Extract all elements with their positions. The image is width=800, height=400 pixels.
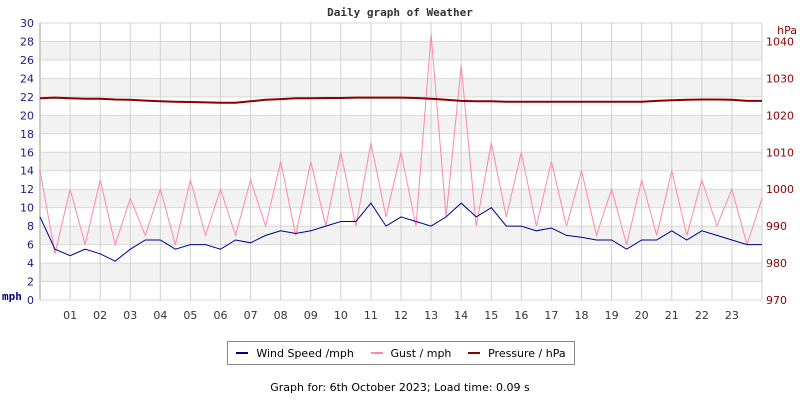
left-tick-label: 26	[20, 54, 34, 67]
left-tick-label: 6	[27, 239, 34, 252]
legend-swatch-pressure	[468, 352, 481, 354]
x-tick-label: 11	[364, 309, 378, 322]
legend-item-wind: Wind Speed /mph	[236, 347, 354, 360]
x-tick-label: 09	[304, 309, 318, 322]
left-tick-label: 22	[20, 91, 34, 104]
x-tick-label: 01	[63, 309, 77, 322]
x-tick-label: 21	[665, 309, 679, 322]
left-tick-label: 10	[20, 202, 34, 215]
x-tick-label: 03	[123, 309, 137, 322]
x-tick-label: 12	[394, 309, 408, 322]
x-tick-label: 14	[454, 309, 468, 322]
legend-label-pressure: Pressure / hPa	[488, 346, 566, 360]
x-tick-label: 06	[214, 309, 228, 322]
right-tick-label: 1000	[766, 183, 794, 196]
x-tick-label: 17	[544, 309, 558, 322]
x-tick-label: 13	[424, 309, 438, 322]
x-tick-label: 22	[695, 309, 709, 322]
legend-label-wind: Wind Speed /mph	[256, 346, 354, 360]
right-tick-label: 1030	[766, 72, 794, 85]
wind-speed-line	[39, 202, 762, 262]
left-tick-label: 30	[20, 17, 34, 30]
x-tick-label: 08	[274, 309, 288, 322]
x-tick-label: 10	[334, 309, 348, 322]
left-tick-label: 8	[27, 220, 34, 233]
x-tick-label: 20	[635, 309, 649, 322]
x-tick-label: 16	[514, 309, 528, 322]
left-tick-label: 20	[20, 109, 34, 122]
x-tick-label: 02	[93, 309, 107, 322]
pressure-line	[39, 96, 762, 104]
weather-chart: Daily graph of Weather 02468101214161820…	[2, 6, 797, 322]
legend-swatch-wind	[236, 352, 249, 354]
left-tick-label: 16	[20, 146, 34, 159]
x-tick-label: 23	[725, 309, 739, 322]
left-tick-label: 18	[20, 128, 34, 141]
right-tick-label: 1040	[766, 35, 794, 48]
left-tick-label: 24	[20, 72, 34, 85]
grid-lines	[39, 22, 763, 301]
right-tick-label: 1020	[766, 109, 794, 122]
left-tick-label: 4	[27, 257, 34, 270]
right-tick-label: 1010	[766, 146, 794, 159]
left-tick-label: 12	[20, 183, 34, 196]
left-tick-label: 14	[20, 165, 34, 178]
legend-item-gust: Gust / mph	[370, 346, 452, 360]
left-axis-label: mph	[2, 290, 22, 303]
left-tick-label: 2	[27, 276, 34, 289]
legend: Wind Speed /mph Gust / mph Pressure / hP…	[227, 341, 575, 365]
x-tick-label: 19	[605, 309, 619, 322]
left-tick-label: 0	[27, 294, 34, 307]
right-tick-label: 990	[766, 220, 787, 233]
left-tick-label: 28	[20, 35, 34, 48]
legend-label-gust: Gust / mph	[390, 346, 452, 360]
right-axis-label: hPa	[777, 24, 797, 37]
footer-text: Graph for: 6th October 2023; Load time: …	[270, 381, 530, 394]
x-tick-label: 04	[153, 309, 167, 322]
chart-title: Daily graph of Weather	[327, 6, 473, 19]
x-tick-label: 15	[484, 309, 498, 322]
legend-item-pressure: Pressure / hPa	[468, 347, 566, 360]
right-tick-label: 970	[766, 294, 787, 307]
legend-swatch-gust	[370, 352, 383, 354]
gust-line	[39, 34, 763, 254]
x-tick-label: 07	[244, 309, 258, 322]
x-tick-label: 05	[183, 309, 197, 322]
x-tick-label: 18	[575, 309, 589, 322]
right-tick-label: 980	[766, 257, 787, 270]
